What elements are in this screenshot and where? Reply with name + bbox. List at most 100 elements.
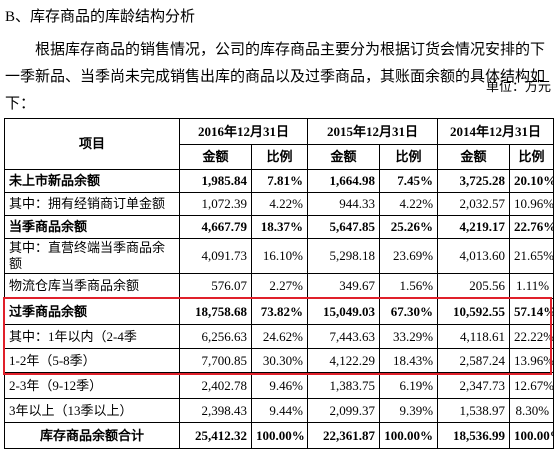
table-row: 其中：拥有经销商订单金额 1,072.39 4.22% 944.33 4.22% 2,03… (4, 192, 555, 216)
cell-value: 1.56% (379, 273, 439, 299)
row-label: 1-2年（5-8季） (4, 348, 180, 373)
row-label: 3年以上（13季以上） (4, 398, 180, 423)
row-label: 过季商品余额 (4, 298, 180, 325)
cell-value: 18,536.99 (437, 422, 511, 449)
cell-value: 57.14% (509, 298, 555, 325)
column-header: 比例 (509, 144, 555, 170)
cell-value: 6,256.63 (179, 324, 252, 349)
cell-value: 100.00% (509, 422, 555, 449)
cell-value: 18.37% (250, 215, 309, 239)
cell-value: 2.27% (250, 273, 309, 299)
cell-value: 1,538.97 (437, 398, 511, 423)
cell-value: 33.29% (379, 324, 439, 349)
header-row: 金额 比例 金额 比例 金额 比例 (5, 144, 555, 170)
row-label: 物流仓库当季商品余额 (4, 273, 180, 299)
cell-value: 2,402.78 (179, 372, 252, 399)
cell-value: 25.26% (379, 215, 439, 239)
cell-value: 9.39% (379, 398, 439, 423)
cell-value: 4,219.17 (437, 215, 511, 239)
cell-value: 7.81% (250, 169, 309, 193)
cell-value: 18,758.68 (179, 298, 252, 325)
cell-value: 1,664.98 (307, 169, 381, 193)
cell-value: 2,587.24 (437, 348, 511, 373)
cell-value: 2,099.37 (307, 398, 381, 423)
cell-value: 2,398.43 (179, 398, 252, 423)
year-header: 2015年12月31日 (307, 118, 439, 145)
header-row: 项目 2016年12月31日 2015年12月31日 2014年12月31日 (4, 118, 555, 170)
cell-value: 6.19% (379, 372, 439, 399)
cell-value: 100.00% (250, 422, 309, 449)
table-row: 库存商品余额合计 25,412.32 100.00% 22,361.87 100.00%… (4, 422, 555, 449)
column-header: 金额 (437, 144, 511, 170)
cell-value: 2,032.57 (437, 192, 511, 216)
cell-value: 4,091.73 (179, 238, 252, 274)
cell-value: 944.33 (307, 192, 381, 216)
column-header: 比例 (379, 144, 439, 170)
cell-value: 9.46% (250, 372, 309, 399)
item-header: 项目 (4, 118, 180, 170)
cell-value: 4,013.60 (437, 238, 511, 274)
cell-value: 576.07 (179, 273, 252, 299)
cell-value: 4,667.79 (179, 215, 252, 239)
table-row: 过季商品余额 18,758.68 73.82% 15,049.03 67.30% 10,5… (4, 298, 555, 325)
year-header: 2016年12月31日 (178, 118, 309, 145)
cell-value: 67.30% (379, 298, 439, 325)
cell-value: 7,443.63 (307, 324, 381, 349)
cell-value: 23.69% (379, 238, 439, 274)
row-label: 其中：直营终端当季商品余额 (4, 238, 180, 274)
cell-value: 15,049.03 (307, 298, 381, 325)
table-row: 其中：1年以内（2-4季 6,256.63 24.62% 7,443.63 33.29%… (4, 324, 555, 349)
cell-value: 73.82% (250, 298, 309, 325)
row-label: 其中：拥有经销商订单金额 (4, 192, 180, 216)
cell-value: 4,118.61 (437, 324, 511, 349)
row-label: 库存商品余额合计 (4, 422, 180, 449)
row-label: 其中：1年以内（2-4季 (4, 324, 180, 349)
table-row: 物流仓库当季商品余额 576.07 2.27% 349.67 1.56% 205.56 1.… (4, 273, 555, 299)
table-row: 2-3年（9-12季） 2,402.78 9.46% 1,383.75 6.19% 2,3… (4, 372, 555, 399)
row-label: 未上市新品余额 (4, 169, 180, 193)
table-row: 未上市新品余额 1,985.84 7.81% 1,664.98 7.45% 3,725.2… (4, 169, 555, 193)
cell-value: 4,122.29 (307, 348, 381, 373)
cell-value: 4.22% (250, 192, 309, 216)
cell-value: 24.62% (250, 324, 309, 349)
cell-value: 12.67% (509, 372, 555, 399)
cell-value: 10.96% (509, 192, 555, 216)
cell-value: 18.43% (379, 348, 439, 373)
table-row: 3年以上（13季以上） 2,398.43 9.44% 2,099.37 9.39% 1,5… (4, 398, 555, 423)
column-header: 比例 (250, 144, 309, 170)
row-label: 2-3年（9-12季） (4, 372, 180, 399)
column-header: 金额 (179, 144, 252, 170)
cell-value: 16.10% (250, 238, 309, 274)
cell-value: 7.45% (379, 169, 439, 193)
cell-value: 5,647.85 (307, 215, 381, 239)
cell-value: 100.00% (379, 422, 439, 449)
column-header: 金额 (307, 144, 381, 170)
cell-value: 8.30% (509, 398, 555, 423)
cell-value: 1,072.39 (179, 192, 252, 216)
cell-value: 22.22% (509, 324, 555, 349)
paragraph: 根据库存商品的销售情况，公司的库存商品主要分为根据订货会情况安排的下一季新品、当… (5, 42, 546, 112)
cell-value: 1.11% (509, 273, 555, 299)
cell-value: 13.96% (509, 348, 555, 373)
cell-value: 25,412.32 (179, 422, 252, 449)
cell-value: 10,592.55 (437, 298, 511, 325)
cell-value: 22.76% (509, 215, 555, 239)
row-label: 当季商品余额 (4, 215, 180, 239)
table-row: 其中：直营终端当季商品余额 4,091.73 16.10% 5,298.18 23.69… (4, 238, 555, 274)
cell-value: 205.56 (437, 273, 511, 299)
table-row: 当季商品余额 4,667.79 18.37% 5,647.85 25.26% 4,219.… (4, 215, 555, 239)
year-header: 2014年12月31日 (437, 118, 555, 145)
unit-note: 单位：万元 (485, 79, 551, 94)
cell-value: 21.65% (509, 238, 555, 274)
section-title: B、库存商品的库龄结构分析 (5, 9, 196, 25)
table-row: 1-2年（5-8季） 7,700.85 30.30% 4,122.29 18.43% 2,… (4, 348, 555, 373)
inventory-table: 项目 2016年12月31日 2015年12月31日 2014年12月31日 金额 比例金… (4, 118, 555, 449)
cell-value: 22,361.87 (307, 422, 381, 449)
cell-value: 349.67 (307, 273, 381, 299)
cell-value: 9.44% (250, 398, 309, 423)
cell-value: 30.30% (250, 348, 309, 373)
cell-value: 3,725.28 (437, 169, 511, 193)
cell-value: 4.22% (379, 192, 439, 216)
cell-value: 2,347.73 (437, 372, 511, 399)
